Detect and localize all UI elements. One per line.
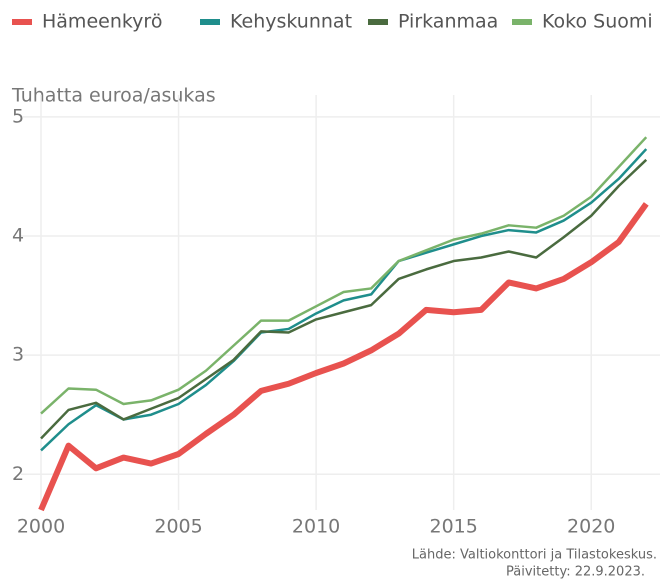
y-tick-label: 3 (12, 344, 24, 366)
series-line (40, 136, 648, 415)
y-axis-label: Tuhatta euroa/asukas (11, 85, 216, 107)
legend-label: Kehyskunnat (230, 11, 352, 33)
legend-label: Hämeenkyrö (42, 11, 162, 33)
legend-label: Koko Suomi (542, 11, 653, 33)
x-tick-label: 2000 (17, 516, 65, 538)
y-tick-label: 5 (12, 105, 24, 127)
x-tick-label: 2020 (567, 516, 615, 538)
x-tick-label: 2010 (292, 516, 340, 538)
caption: Päivitetty: 22.9.2023. (506, 565, 645, 580)
caption: Lähde: Valtiokonttori ja Tilastokeskus. (412, 548, 657, 563)
series-line (38, 202, 649, 512)
x-tick-label: 2005 (154, 516, 202, 538)
series-line (40, 148, 648, 452)
series-line (40, 158, 648, 440)
legend-label: Pirkanmaa (398, 11, 498, 33)
y-tick-label: 4 (12, 225, 24, 247)
grid (21, 95, 660, 510)
y-tick-label: 2 (12, 463, 24, 485)
x-tick-label: 2015 (429, 516, 477, 538)
